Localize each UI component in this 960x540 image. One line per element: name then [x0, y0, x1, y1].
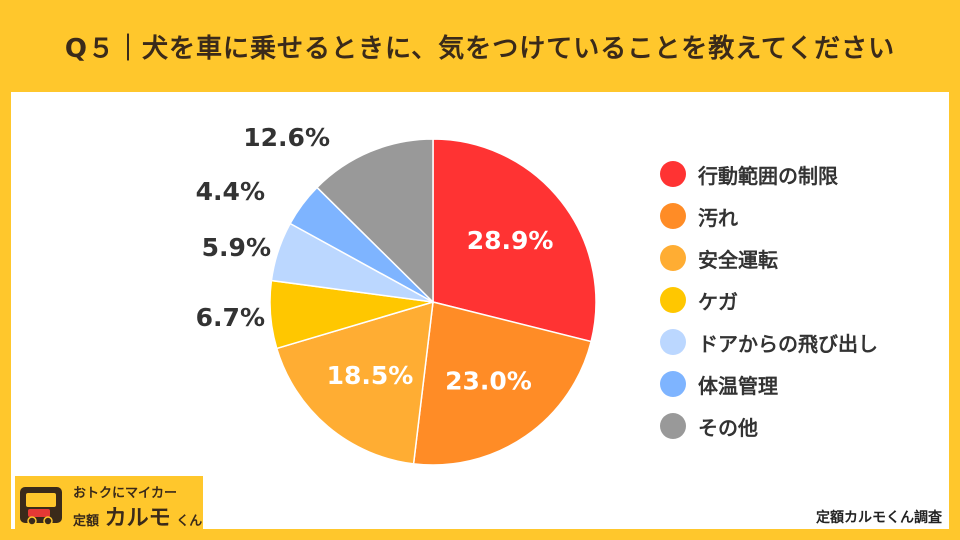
pie-data-label: 6.7%: [196, 303, 265, 332]
legend-label: 体温管理: [698, 373, 778, 398]
brand-logo: おトクにマイカー 定額 カルモ くん: [15, 476, 203, 532]
logo-suffix: くん: [176, 514, 203, 529]
pie-slice: [432, 138, 597, 343]
legend-label: 行動範囲の制限: [698, 163, 838, 188]
legend-item: 汚れ: [660, 195, 878, 237]
legend-item: ドアからの飛び出し: [660, 321, 878, 363]
legend-label: その他: [698, 415, 758, 440]
legend-label: 汚れ: [698, 205, 738, 230]
logo-brand: カルモ: [104, 506, 171, 531]
pie-data-label: 4.4%: [196, 177, 265, 206]
legend-swatch: [660, 203, 686, 229]
pie-data-label: 23.0%: [445, 367, 532, 396]
logo-prefix: 定額: [73, 514, 100, 529]
legend-swatch: [660, 329, 686, 355]
source-credit: 定額カルモくん調査: [816, 510, 942, 526]
legend-swatch: [660, 287, 686, 313]
legend-label: ケガ: [698, 289, 738, 314]
logo-name: 定額 カルモ くん: [73, 500, 202, 532]
chart-title: Q５｜犬を車に乗せるときに、気をつけていることを教えてください: [64, 33, 896, 64]
pie-data-label: 28.9%: [467, 226, 554, 255]
legend: 行動範囲の制限 汚れ安全運転ケガドアからの飛び出し 体温管理その他: [660, 153, 878, 447]
legend-item: 安全運転: [660, 237, 878, 279]
legend-item: ケガ: [660, 279, 878, 321]
pie-slice: [275, 300, 434, 465]
legend-swatch: [660, 371, 686, 397]
pie-data-label: 18.5%: [327, 361, 414, 390]
pie-data-label: 5.9%: [202, 233, 271, 262]
pie-slice: [315, 138, 434, 304]
legend-label: 安全運転: [698, 247, 778, 272]
legend-item: 行動範囲の制限: [660, 153, 878, 195]
legend-swatch: [660, 161, 686, 187]
legend-item: その他: [660, 405, 878, 447]
car-logo-icon: [20, 487, 62, 526]
legend-item: 体温管理: [660, 363, 878, 405]
logo-tagline: おトクにマイカー: [73, 486, 178, 501]
pie-slice: [412, 301, 593, 466]
legend-label: ドアからの飛び出し: [698, 331, 878, 356]
legend-swatch: [660, 413, 686, 439]
pie-data-label: 12.6%: [243, 123, 330, 152]
legend-swatch: [660, 245, 686, 271]
